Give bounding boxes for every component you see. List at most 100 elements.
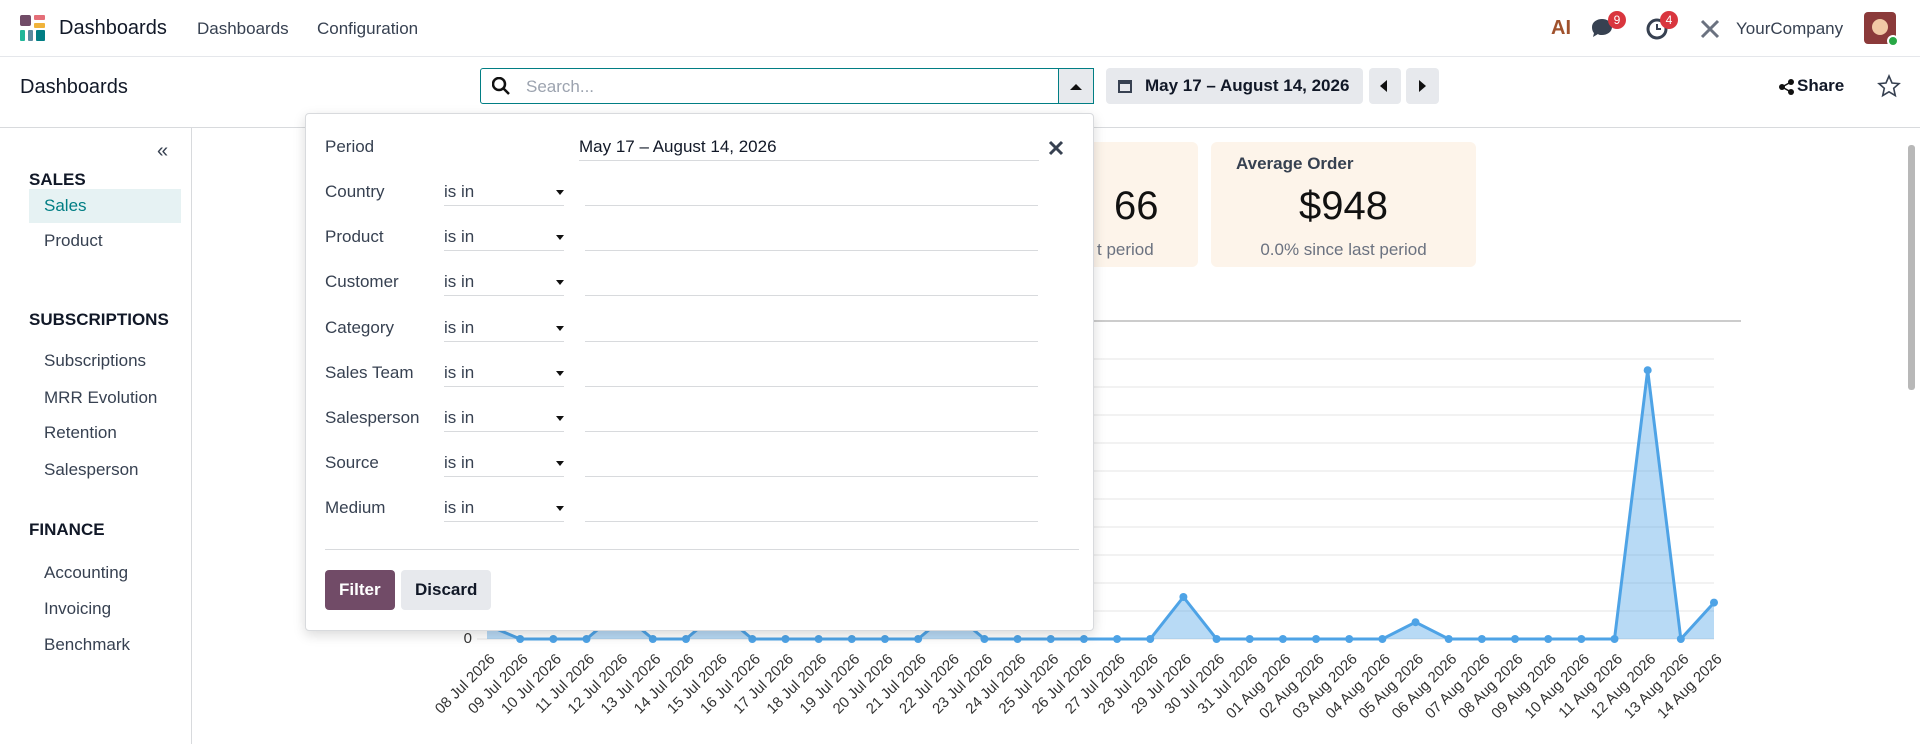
favorite-icon[interactable] xyxy=(1877,74,1901,98)
point xyxy=(1345,635,1354,643)
operator-caret xyxy=(556,370,564,376)
value-underline[interactable] xyxy=(585,205,1038,206)
point xyxy=(648,635,657,643)
point xyxy=(582,635,591,643)
filter-button[interactable]: Filter xyxy=(325,570,395,610)
point xyxy=(1544,635,1553,643)
point xyxy=(1643,366,1652,375)
messages-icon[interactable] xyxy=(1590,18,1614,40)
point xyxy=(516,635,525,643)
point xyxy=(1013,635,1022,643)
point xyxy=(1245,635,1254,643)
share-button[interactable]: Share xyxy=(1797,76,1845,95)
value-underline[interactable] xyxy=(585,250,1038,252)
point xyxy=(880,635,889,643)
sidebar: « SALES Sales Product SUBSCRIPTIONS Subscrip… xyxy=(0,128,192,744)
point xyxy=(1113,635,1122,643)
search-toggle[interactable] xyxy=(1059,68,1094,104)
operator-caret xyxy=(556,190,564,195)
section-title: SUBSCRIPTIONS xyxy=(29,310,169,329)
menu-item[interactable]: Dashboards xyxy=(197,19,289,38)
field-label: Medium xyxy=(325,498,386,518)
operator-caret xyxy=(556,506,564,512)
point xyxy=(781,635,790,643)
point xyxy=(1378,635,1387,643)
operator-underline xyxy=(444,340,564,342)
point xyxy=(1312,635,1321,643)
share-icon xyxy=(1779,79,1794,95)
avatar[interactable] xyxy=(1864,12,1898,46)
sidebar-item[interactable]: Salesperson xyxy=(44,460,139,479)
operator-underline xyxy=(444,385,564,387)
point xyxy=(1676,635,1685,643)
operator-underline xyxy=(444,476,564,478)
sidebar-item[interactable]: Accounting xyxy=(44,563,129,582)
field-operator[interactable]: is in xyxy=(444,182,475,201)
field-operator[interactable]: is in xyxy=(444,408,475,427)
kpi-caption: t period xyxy=(1097,240,1154,259)
operator-caret xyxy=(556,461,564,467)
point xyxy=(681,635,690,643)
operator-caret xyxy=(556,325,564,331)
field-operator[interactable]: is in xyxy=(444,272,475,292)
prev-button[interactable] xyxy=(1369,68,1401,104)
sidebar-item[interactable]: Invoicing xyxy=(44,599,112,618)
brand[interactable]: Dashboards xyxy=(59,17,167,39)
value-underline[interactable] xyxy=(585,431,1038,432)
menu-item[interactable]: Configuration xyxy=(317,19,419,38)
next-button[interactable] xyxy=(1406,68,1439,104)
point xyxy=(1444,635,1453,643)
sidebar-item[interactable]: Subscriptions xyxy=(44,351,147,370)
point xyxy=(1079,635,1088,643)
field-operator[interactable]: is in xyxy=(444,227,475,247)
sidebar-item[interactable]: Benchmark xyxy=(44,635,130,654)
field-operator[interactable]: is in xyxy=(444,362,475,382)
value-underline[interactable] xyxy=(585,340,1038,342)
operator-underline xyxy=(444,205,564,206)
point xyxy=(1477,635,1486,643)
value-underline[interactable] xyxy=(585,295,1038,297)
point xyxy=(1511,635,1520,643)
sidebar-item[interactable]: Retention xyxy=(44,423,117,442)
sidebar-item[interactable]: Sales xyxy=(29,189,181,223)
close-icon[interactable] xyxy=(1048,140,1064,156)
activity-badge: 4 xyxy=(1660,11,1678,29)
field-label: Country xyxy=(325,182,385,201)
tools-icon[interactable] xyxy=(1700,19,1720,39)
ai-icon[interactable]: AI xyxy=(1551,17,1571,39)
operator-underline xyxy=(444,521,564,523)
company[interactable]: YourCompany xyxy=(1736,19,1844,38)
field-label: Customer xyxy=(325,272,399,292)
value-underline[interactable] xyxy=(585,385,1038,387)
value-underline[interactable] xyxy=(585,476,1038,478)
activity-icon[interactable] xyxy=(1646,18,1668,40)
sidebar-item[interactable]: MRR Evolution xyxy=(44,388,158,407)
point xyxy=(814,635,823,643)
value-underline[interactable] xyxy=(585,521,1038,523)
field-operator[interactable]: is in xyxy=(444,453,475,473)
kpi-caption: 0.0% since last period xyxy=(1260,240,1427,259)
discard-button[interactable]: Discard xyxy=(401,570,492,610)
filter-panel: Period May 17 – August 14, 2026 Filter D… xyxy=(305,113,1094,631)
point xyxy=(1610,635,1619,643)
search-placeholder: Search... xyxy=(526,77,595,96)
date-button[interactable]: May 17 – August 14, 2026 xyxy=(1106,68,1363,104)
period-label: Period xyxy=(325,137,375,156)
sidebar-item[interactable]: Product xyxy=(44,231,103,250)
search-box[interactable]: Search... xyxy=(480,68,1059,104)
point xyxy=(1710,598,1718,607)
scrollbar xyxy=(1908,145,1915,390)
kpi-card: Average Order $948 0.0% since last perio… xyxy=(1211,142,1476,267)
point xyxy=(1179,593,1188,601)
field-operator[interactable]: is in xyxy=(444,498,475,518)
operator-caret xyxy=(556,235,564,241)
point xyxy=(1278,635,1287,643)
collapse-icon[interactable]: « xyxy=(157,140,169,162)
period-value[interactable]: May 17 – August 14, 2026 xyxy=(579,137,777,156)
operator-caret xyxy=(556,280,564,286)
field-operator[interactable]: is in xyxy=(444,317,475,337)
section-title: SALES xyxy=(29,170,86,189)
line xyxy=(486,370,1716,643)
point xyxy=(748,635,757,643)
y-tick-label: 0 xyxy=(464,630,472,647)
